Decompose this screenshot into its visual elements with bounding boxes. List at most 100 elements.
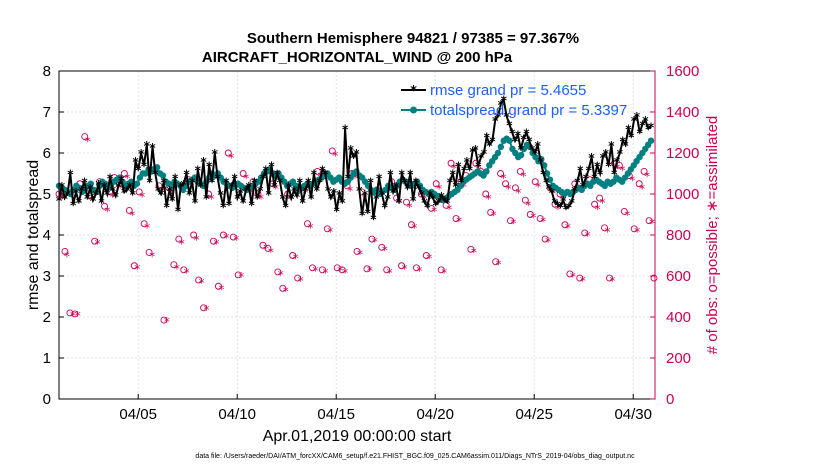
obs-assimilated-point: * <box>515 186 521 200</box>
series-point: * <box>370 213 377 227</box>
obs-possible-point <box>408 221 415 229</box>
series-point: * <box>557 200 564 214</box>
series-point: * <box>367 176 374 190</box>
series-point: * <box>84 192 91 206</box>
obs-possible-point <box>363 265 371 273</box>
obs-assimilated-point: * <box>372 235 378 249</box>
obs-assimilated-point: * <box>213 237 219 251</box>
series-point: * <box>622 139 629 153</box>
obs-possible-point <box>383 266 391 274</box>
series-point: * <box>135 163 142 177</box>
series-point: * <box>546 182 553 196</box>
series-point: * <box>169 194 176 208</box>
series-point: * <box>87 182 94 196</box>
obs-assimilated-point: * <box>565 221 571 235</box>
obs-possible-point <box>601 224 608 232</box>
series-point: * <box>345 172 352 186</box>
series-point: * <box>464 155 471 169</box>
obs-possible-point <box>214 282 222 290</box>
obs-possible-point <box>145 248 153 256</box>
series-point: * <box>189 176 196 190</box>
series-point: * <box>73 186 80 200</box>
obs-possible-point <box>91 237 99 245</box>
series-point: * <box>566 200 573 214</box>
obs-possible-point <box>224 149 232 157</box>
obs-assimilated-point: * <box>585 229 591 243</box>
series-point: * <box>580 180 587 194</box>
series-point: * <box>631 114 638 128</box>
series-point: * <box>197 180 204 194</box>
obs-possible-point <box>620 207 628 215</box>
obs-assimilated-point: * <box>293 252 299 266</box>
obs-assimilated-point: * <box>501 172 507 186</box>
series-point: * <box>299 196 306 210</box>
obs-assimilated-point: * <box>416 264 422 278</box>
series-point: * <box>260 172 267 186</box>
obs-possible-point <box>279 284 287 292</box>
series-point: * <box>251 176 258 190</box>
series-point: * <box>637 127 644 141</box>
series-point: * <box>362 188 369 202</box>
series-point: * <box>512 135 519 149</box>
series-point: * <box>529 143 536 157</box>
series-point: * <box>438 190 445 204</box>
series-point: * <box>254 192 261 206</box>
y-axis-label: rmse and totalspread <box>25 160 42 310</box>
obs-possible-point <box>447 159 455 167</box>
series-point: * <box>588 151 595 165</box>
series-point: * <box>543 176 550 190</box>
obs-possible-point <box>487 208 495 216</box>
obs-possible-point <box>61 247 69 255</box>
obs-assimilated-point: * <box>109 190 115 204</box>
series-point <box>87 180 94 187</box>
series-point: * <box>118 174 125 188</box>
obs-possible-point <box>259 241 267 249</box>
obs-possible-point <box>125 206 133 214</box>
series-point: * <box>611 168 618 182</box>
series-point: * <box>571 184 578 198</box>
series-point: * <box>628 131 635 145</box>
obs-assimilated-point: * <box>332 149 338 163</box>
x-tick-label: 04/30 <box>614 406 652 423</box>
obs-possible-point <box>323 225 331 233</box>
series-point: * <box>127 180 134 194</box>
obs-assimilated-point: * <box>644 170 650 184</box>
obs-possible-point <box>195 276 203 284</box>
series-point: * <box>328 192 335 206</box>
series-point: * <box>532 147 539 161</box>
grid <box>59 70 655 400</box>
obs-assimilated-point: * <box>243 172 249 186</box>
obs-possible-point <box>566 270 574 278</box>
series-point: * <box>64 188 71 202</box>
series-point: * <box>594 159 601 173</box>
obs-assimilated-point: * <box>619 163 625 177</box>
x-tick-label: 04/10 <box>218 406 256 423</box>
obs-assimilated-point: * <box>129 209 135 223</box>
obs-possible-point <box>497 170 505 177</box>
series-point: * <box>178 180 185 194</box>
obs-assimilated-point: * <box>105 204 111 218</box>
obs-assimilated-point: * <box>238 270 244 284</box>
series-point: * <box>302 184 309 198</box>
series-point: * <box>478 151 485 165</box>
obs-assimilated-point: * <box>436 182 442 196</box>
series-point: * <box>603 147 610 161</box>
series-point: * <box>121 186 128 200</box>
series-point: * <box>416 182 423 196</box>
obs-assimilated-point: * <box>273 182 279 196</box>
series-point: * <box>535 139 542 153</box>
obs-assimilated-point: * <box>174 262 180 276</box>
series-point: * <box>268 159 275 173</box>
y2-tick-label: 1000 <box>666 186 699 203</box>
series-point: * <box>634 110 641 124</box>
series-point: * <box>248 198 255 212</box>
obs-assimilated-point: * <box>337 264 343 278</box>
series-point <box>506 137 513 144</box>
series-point: * <box>76 196 83 210</box>
obs-assimilated-point: * <box>411 221 417 235</box>
series-point: * <box>356 184 363 198</box>
series-point: * <box>373 192 380 206</box>
series-point: * <box>586 163 593 177</box>
footer-datafile: data file: /Users/raeder/DAI/ATM_forcXX/… <box>195 453 635 460</box>
series-point: * <box>325 184 332 198</box>
